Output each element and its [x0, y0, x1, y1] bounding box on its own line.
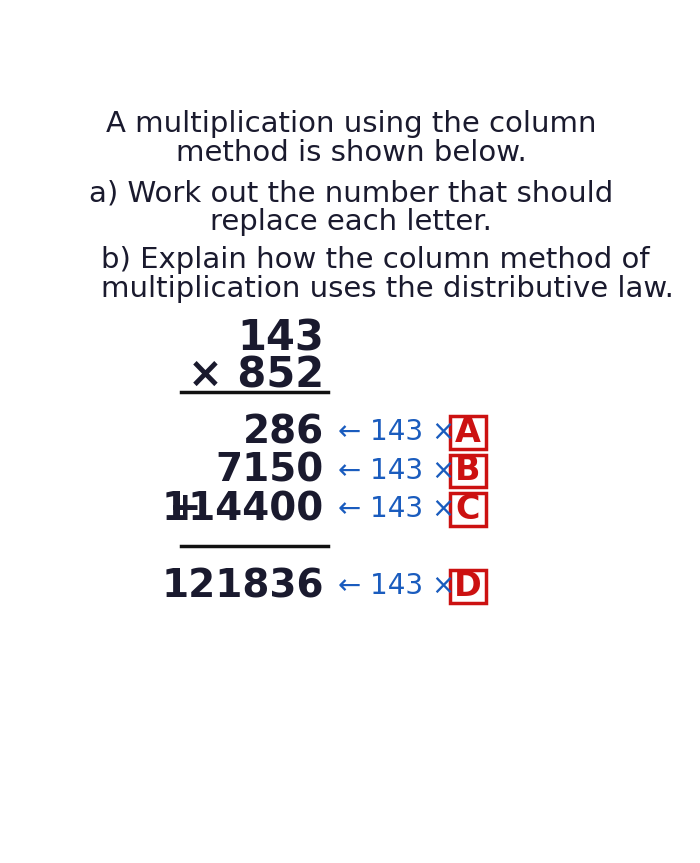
Text: ← 143 ×: ← 143 × [338, 495, 455, 523]
FancyBboxPatch shape [450, 570, 486, 602]
FancyBboxPatch shape [450, 416, 486, 449]
Text: × 852: × 852 [188, 355, 324, 397]
Text: replace each letter.: replace each letter. [210, 208, 492, 236]
Text: ← 143 ×: ← 143 × [338, 457, 455, 485]
Text: a) Work out the number that should: a) Work out the number that should [89, 179, 613, 207]
Text: D: D [454, 570, 482, 603]
Text: +: + [169, 490, 202, 528]
FancyBboxPatch shape [450, 493, 486, 526]
Text: 7150: 7150 [216, 452, 324, 490]
FancyBboxPatch shape [450, 455, 486, 487]
Text: 121836: 121836 [162, 567, 324, 605]
Text: C: C [456, 493, 480, 526]
Text: ← 143 ×: ← 143 × [338, 419, 455, 446]
Text: 143: 143 [237, 318, 324, 360]
Text: B: B [455, 454, 481, 488]
Text: b) Explain how the column method of: b) Explain how the column method of [102, 246, 650, 274]
Text: A: A [455, 416, 481, 449]
Text: method is shown below.: method is shown below. [176, 139, 526, 167]
Text: 286: 286 [243, 413, 324, 451]
Text: multiplication uses the distributive law.: multiplication uses the distributive law… [102, 275, 674, 303]
Text: A multiplication using the column: A multiplication using the column [106, 110, 596, 138]
Text: ← 143 ×: ← 143 × [338, 572, 455, 601]
Text: 114400: 114400 [162, 490, 324, 528]
